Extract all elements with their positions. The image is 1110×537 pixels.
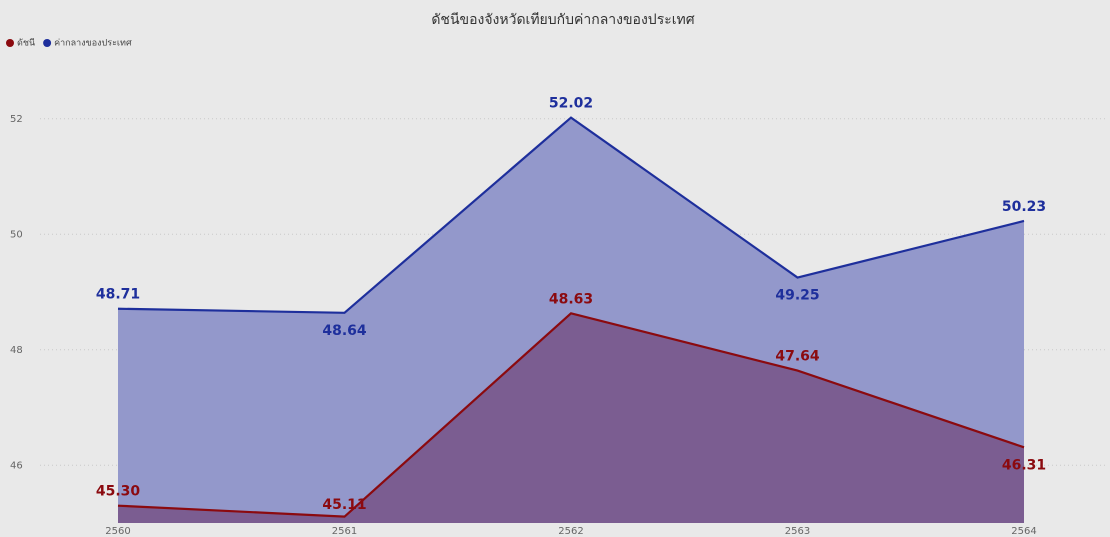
labels: 45.30 45.11 48.63 47.64 46.31 48.71 48.64 52.02… [96, 96, 1046, 513]
area [118, 313, 1024, 523]
y-tick-label: 48 [10, 345, 23, 356]
y-tick-label: 52 [10, 114, 23, 125]
data-label: 45.11 [322, 497, 366, 513]
data-label: 50.23 [1002, 199, 1046, 215]
data-label: 52.02 [549, 96, 593, 112]
x-tick-label: 2562 [558, 526, 583, 537]
data-label: 47.64 [775, 349, 820, 365]
line [117, 116, 1025, 314]
legend: ดัชนี ค่ากลางของประเทศ [6, 38, 132, 49]
x-tick-label: 2563 [785, 526, 810, 537]
legend-label: ค่ากลางของประเทศ [54, 39, 132, 49]
areas [117, 116, 1025, 523]
x-tick-label: 2560 [105, 526, 130, 537]
data-label: 48.63 [549, 291, 593, 307]
legend-marker [6, 39, 14, 47]
chart-title: ดัชนีของจังหวัดเทียบกับค่ากลางของประเทศ [431, 12, 694, 28]
data-label: 46.31 [1002, 457, 1046, 473]
y-tick-label: 46 [10, 460, 23, 471]
line [117, 312, 1025, 518]
data-label: 48.64 [322, 323, 367, 339]
legend-marker [43, 39, 52, 47]
x-tick-label: 2564 [1011, 526, 1036, 537]
y-tick-label: 50 [10, 229, 23, 240]
data-label: 49.25 [775, 288, 819, 304]
data-label: 48.71 [96, 287, 140, 303]
data-label: 45.30 [96, 484, 141, 500]
legend-label: ดัชนี [17, 38, 35, 49]
x-tick-label: 2561 [332, 526, 357, 537]
